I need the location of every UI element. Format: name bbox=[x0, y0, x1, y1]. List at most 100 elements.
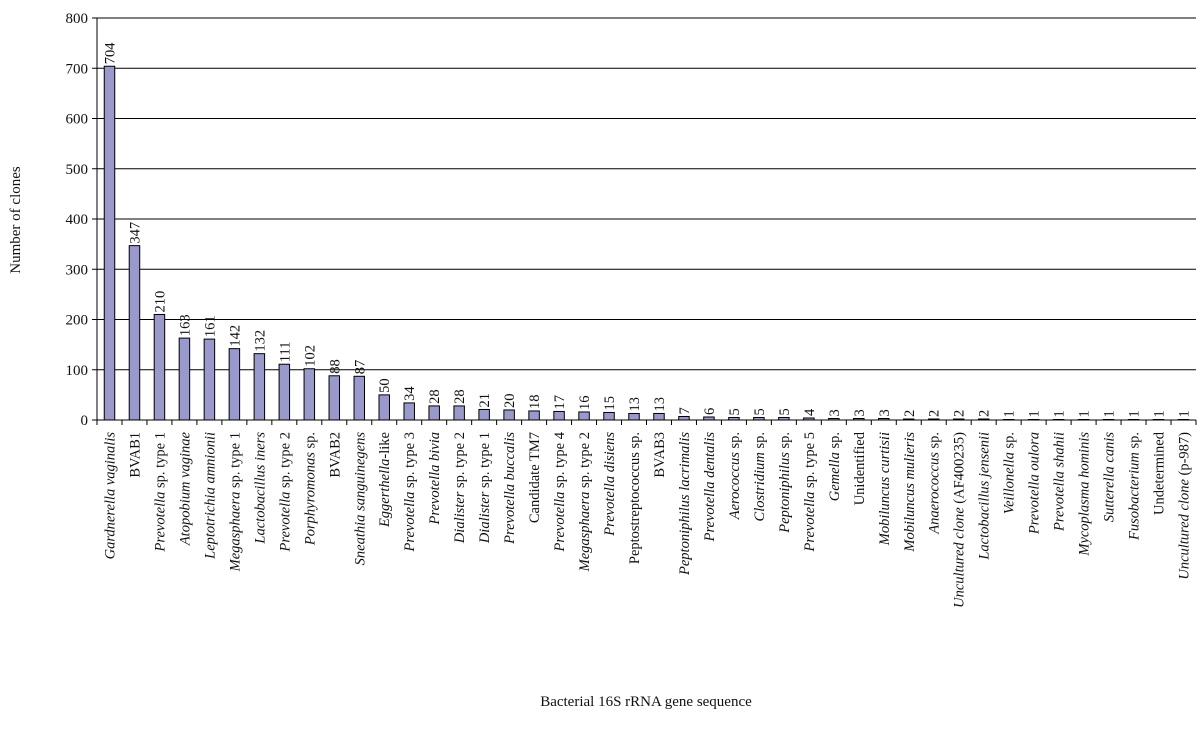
category-label: Mycoplasma hominis bbox=[1077, 432, 1093, 557]
category-label-part: sp. type 1 bbox=[227, 432, 243, 492]
category-label-part: BVAB1 bbox=[127, 432, 143, 478]
category-label-part: Unidentified bbox=[852, 431, 868, 505]
category-label-part: sp. type 2 bbox=[277, 432, 293, 492]
category-label-part: Prevotella bbox=[552, 492, 568, 553]
labels: 0 100 200 300 400 500 600 700 800 704 Gardnerella … bbox=[66, 11, 1193, 608]
data-label: 28 bbox=[427, 389, 443, 404]
category-label-part: sp. type 3 bbox=[402, 432, 418, 492]
y-tick-label: 400 bbox=[66, 212, 89, 228]
bar bbox=[328, 375, 341, 421]
data-label: 2 bbox=[977, 410, 993, 417]
category-label: Lactobacillus iners bbox=[252, 432, 268, 545]
bar bbox=[528, 410, 540, 421]
category-label: Dialister sp. type 1 bbox=[477, 432, 493, 544]
category-label-part: sp. type 5 bbox=[802, 432, 818, 492]
category-label: Unidentified bbox=[852, 431, 868, 505]
category-label-part: Prevotella disiens bbox=[602, 432, 618, 537]
category-label-part: sp. bbox=[927, 432, 943, 452]
category-label: Prevotella sp. type 2 bbox=[277, 432, 293, 552]
category-label: Lactobacillus jensenii bbox=[977, 432, 993, 561]
category-label: Megasphaera sp. type 1 bbox=[227, 432, 243, 572]
data-label: 132 bbox=[252, 330, 268, 352]
category-label: Peptoniphilus lacrimalis bbox=[677, 432, 693, 576]
bar bbox=[378, 394, 390, 421]
category-label-part: Veillonella bbox=[1002, 452, 1018, 514]
data-label: 3 bbox=[877, 409, 893, 416]
data-label: 5 bbox=[777, 408, 793, 415]
category-label-part: sp. type 1 bbox=[477, 432, 493, 492]
data-label: 3 bbox=[827, 409, 843, 416]
category-label: Megasphaera sp. type 2 bbox=[577, 432, 593, 572]
category-label: Sutterella canis bbox=[1102, 432, 1118, 522]
bar bbox=[103, 65, 116, 421]
category-label: Prevotella sp. type 5 bbox=[802, 432, 818, 552]
category-label-part: Eggerthella bbox=[377, 459, 393, 528]
category-label: BVAB2 bbox=[327, 432, 343, 478]
category-label-part: BVAB2 bbox=[327, 432, 343, 478]
category-label: Prevotella disiens bbox=[602, 432, 618, 537]
category-label-part: Megasphaera bbox=[577, 492, 593, 573]
gridlines bbox=[97, 17, 1196, 371]
category-label-part: Porphyromonas bbox=[302, 452, 318, 546]
category-label: Porphyromonas sp. bbox=[302, 432, 318, 546]
data-label: 1 bbox=[1152, 410, 1168, 417]
data-label: 210 bbox=[152, 291, 168, 313]
category-label-part: Gemella bbox=[827, 452, 843, 501]
x-axis-title: Bacterial 16S rRNA gene sequence bbox=[540, 694, 752, 710]
bar bbox=[303, 368, 316, 421]
category-label: Prevotella bivia bbox=[427, 432, 443, 525]
category-label: Eggerthella-like bbox=[377, 432, 393, 528]
category-label: Mobiluncus mulieris bbox=[902, 432, 918, 553]
category-label: Mobiluncus curtisii bbox=[877, 432, 893, 546]
data-label: 1 bbox=[1052, 410, 1068, 417]
category-label-part: Aerococcus bbox=[727, 452, 743, 520]
bar bbox=[553, 410, 565, 421]
data-label: 21 bbox=[477, 393, 493, 408]
category-label: Prevotella buccalis bbox=[502, 432, 518, 545]
data-label: 87 bbox=[352, 360, 368, 375]
data-label: 111 bbox=[277, 342, 293, 363]
category-label-part: Mobiluncus curtisii bbox=[877, 432, 893, 546]
category-label: Fusobacterium sp. bbox=[1127, 432, 1143, 541]
category-label: Leptotrichia amnionii bbox=[202, 432, 218, 560]
category-label: Anaerococcus sp. bbox=[927, 432, 943, 535]
y-tick-label: 800 bbox=[66, 11, 89, 27]
data-label: 6 bbox=[702, 408, 718, 415]
category-label-part: Mycoplasma hominis bbox=[1077, 432, 1093, 557]
data-label: 88 bbox=[327, 359, 343, 374]
data-label: 1 bbox=[1177, 410, 1193, 417]
category-label: Sneathia sanguinegens bbox=[352, 432, 368, 566]
y-tick-label: 300 bbox=[66, 262, 89, 278]
category-label-part: sp. bbox=[827, 432, 843, 452]
category-label-part: Uncultured clone bbox=[952, 507, 968, 608]
data-label: 34 bbox=[402, 386, 418, 401]
y-axis-title: Number of clones bbox=[8, 166, 24, 274]
data-label: 13 bbox=[627, 397, 643, 412]
category-label: Uncultured clone (AF400235) bbox=[952, 432, 968, 608]
category-label-part: Clostridium bbox=[752, 452, 768, 521]
category-label-part: Gardnerella vaginalis bbox=[102, 432, 118, 560]
category-label: Prevotella oulora bbox=[1027, 432, 1043, 535]
data-label: 1 bbox=[1027, 410, 1043, 417]
category-label: Prevotella shahii bbox=[1052, 432, 1068, 532]
data-label: 1 bbox=[1002, 410, 1018, 417]
data-label: 704 bbox=[102, 42, 118, 65]
bar bbox=[653, 412, 665, 421]
category-label: BVAB3 bbox=[652, 432, 668, 478]
data-label: 20 bbox=[502, 393, 518, 408]
data-label: 15 bbox=[602, 396, 618, 411]
y-tick-label: 500 bbox=[66, 162, 89, 178]
category-label: Uncultured clone (p-987) bbox=[1177, 432, 1193, 580]
category-label: Prevotella sp. type 3 bbox=[402, 432, 418, 552]
category-label: Atopobium vaginae bbox=[177, 431, 193, 546]
data-label: 17 bbox=[552, 395, 568, 410]
category-label-part: Prevotella buccalis bbox=[502, 432, 518, 545]
category-label-part: Leptotrichia amnionii bbox=[202, 432, 218, 560]
category-label-part: Prevotella oulora bbox=[1027, 432, 1043, 535]
category-label: Prevotella dentalis bbox=[702, 432, 718, 543]
category-label-part: sp. type 4 bbox=[552, 431, 568, 491]
category-label-part: sp. bbox=[1127, 432, 1143, 452]
y-tick-label: 600 bbox=[66, 112, 89, 128]
bar bbox=[403, 402, 415, 421]
